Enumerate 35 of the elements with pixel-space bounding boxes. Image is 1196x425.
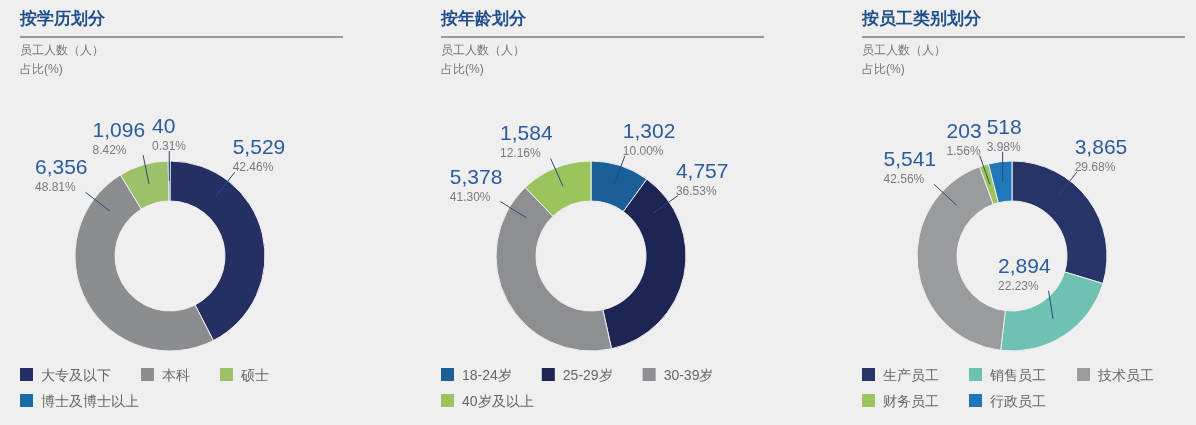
legend-label: 本科 (162, 367, 190, 383)
legend-label: 行政员工 (990, 393, 1046, 409)
data-label: 2,894 22.23% (998, 253, 1051, 293)
legend-label: 40岁及以上 (462, 393, 534, 409)
chart-title: 按员工类别划分 (861, 9, 982, 28)
chart-subtitle: 员工人数（人） (862, 43, 946, 57)
legend-label: 财务员工 (883, 393, 939, 409)
chart-subtitle: 员工人数（人） (441, 43, 525, 57)
data-label: 1,096 8.42% (92, 118, 146, 158)
legend-label: 技术员工 (1097, 367, 1154, 383)
legend-label: 30-39岁 (663, 367, 714, 383)
legend-label: 销售员工 (989, 367, 1046, 383)
legend-label: 博士及博士以上 (41, 393, 139, 409)
data-label: 6,356 48.81% (34, 155, 88, 195)
legend-label: 25-29岁 (562, 367, 613, 383)
data-label: 5,541 42.56% (883, 147, 937, 187)
data-label: 1,584 12.16% (500, 121, 553, 161)
legend-label: 18-24岁 (462, 367, 512, 383)
chart-title: 按学历划分 (19, 9, 106, 28)
data-label: 1,302 10.00% (622, 119, 676, 159)
legend-label: 硕士 (240, 367, 269, 383)
data-label: 518 3.98% (986, 114, 1022, 154)
data-label: 5,529 42.46% (232, 135, 286, 175)
chart-title: 按年龄划分 (440, 9, 527, 28)
text: 占比(%) (20, 62, 63, 76)
data-label: 40 0.31% (151, 114, 187, 153)
text: 占比(%) (862, 62, 905, 76)
data-label: 5,378 41.30% (449, 164, 503, 204)
chart-subtitle: 员工人数（人） (20, 43, 104, 57)
text: 占比(%) (441, 62, 484, 76)
data-label: 4,757 36.53% (675, 158, 729, 198)
legend-label: 大专及以下 (41, 367, 111, 383)
legend-label: 生产员工 (883, 367, 939, 383)
data-label: 3,865 29.68% (1074, 135, 1128, 175)
data-label: 203 1.56% (946, 118, 982, 158)
